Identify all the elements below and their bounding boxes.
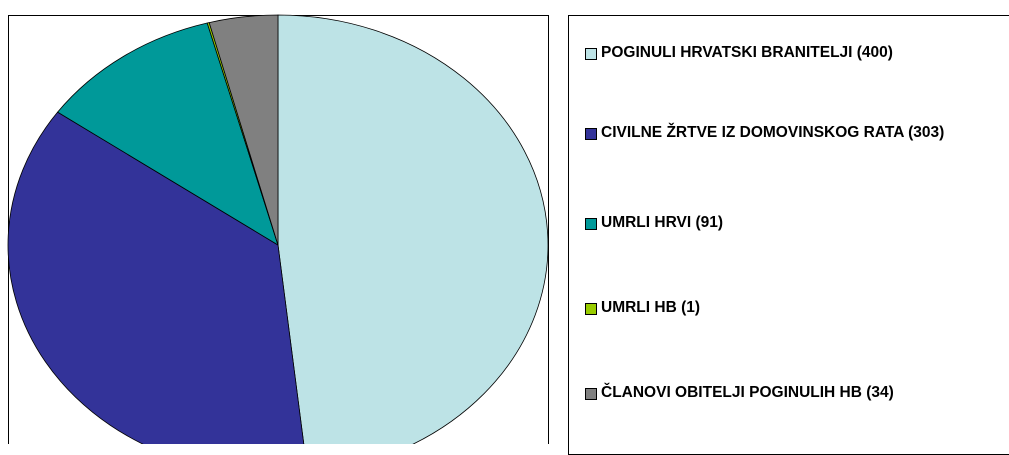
pie-slice [7,111,305,444]
page: {"chart_data": {"type": "pie", "series":… [7,14,1009,455]
legend-swatch [585,388,597,400]
legend-label: ČLANOVI OBITELJI POGINULIH HB (34) [601,384,894,401]
legend-swatch [585,303,597,315]
legend-swatch [585,128,597,140]
pie-slice [56,22,279,246]
pie [7,14,549,444]
legend-label: UMRLI HRVI (91) [601,214,724,231]
legend-swatch [585,48,597,60]
legend-label: UMRLI HB (1) [601,299,701,316]
legend-label: CIVILNE ŽRTVE IZ DOMOVINSKOG RATA (303) [601,124,945,141]
pie-slice [277,14,549,444]
legend-label: POGINULI HRVATSKI BRANITELJI (400) [601,44,893,61]
chart [7,14,549,444]
pie-slice [208,14,279,246]
legend-swatch [585,218,597,230]
legend: POGINULI HRVATSKI BRANITELJI (400) CIVILN… [568,15,1009,455]
